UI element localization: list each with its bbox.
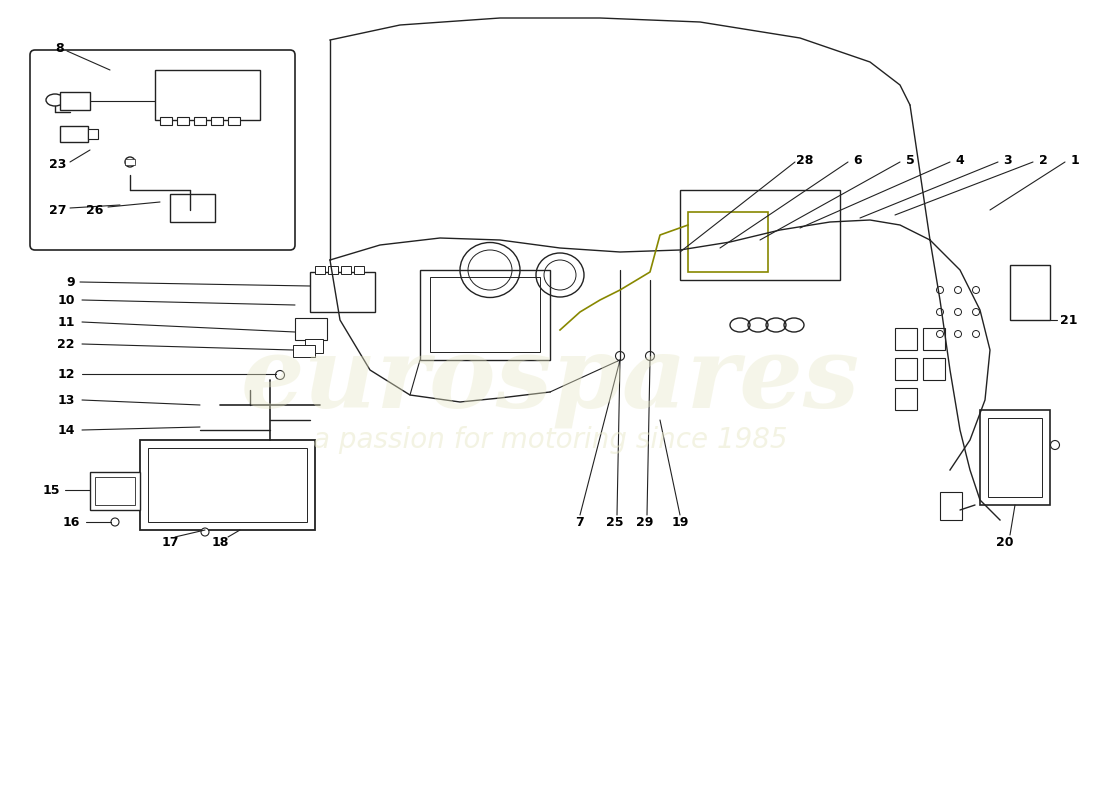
Bar [980, 410, 1050, 505]
Bar [95, 477, 135, 505]
Bar [420, 270, 550, 360]
Text: 25: 25 [606, 515, 624, 529]
Bar [895, 328, 917, 350]
Bar [940, 492, 962, 520]
Bar [88, 129, 98, 139]
Ellipse shape [275, 370, 285, 379]
Text: a passion for motoring since 1985: a passion for motoring since 1985 [312, 426, 788, 454]
Text: 22: 22 [57, 338, 75, 350]
Text: 2: 2 [1038, 154, 1047, 166]
Text: 9: 9 [66, 275, 75, 289]
Text: 27: 27 [50, 203, 67, 217]
Bar [155, 70, 260, 120]
Bar [988, 418, 1042, 497]
Bar [680, 190, 840, 280]
Bar [160, 117, 172, 125]
Text: 5: 5 [905, 154, 914, 166]
Text: eurospares: eurospares [241, 332, 859, 428]
Bar [895, 358, 917, 380]
Bar [140, 440, 315, 530]
Text: 20: 20 [997, 535, 1014, 549]
Bar [170, 194, 214, 222]
Text: 6: 6 [854, 154, 862, 166]
Text: 14: 14 [57, 423, 75, 437]
Bar [430, 277, 540, 352]
Ellipse shape [125, 157, 135, 167]
Bar [60, 92, 90, 110]
Bar [228, 117, 240, 125]
Bar [354, 266, 364, 274]
Ellipse shape [1050, 441, 1059, 450]
Bar [1010, 265, 1050, 320]
Bar [194, 117, 206, 125]
Bar [90, 472, 140, 510]
Ellipse shape [616, 351, 625, 361]
Text: 1: 1 [1070, 154, 1079, 166]
Text: 3: 3 [1003, 154, 1012, 166]
Text: 7: 7 [575, 515, 584, 529]
Bar [177, 117, 189, 125]
Bar [60, 126, 88, 142]
Text: 28: 28 [796, 154, 814, 166]
Ellipse shape [111, 518, 119, 526]
Bar [328, 266, 338, 274]
FancyBboxPatch shape [30, 50, 295, 250]
Text: 11: 11 [57, 315, 75, 329]
Bar [895, 388, 917, 410]
Bar [688, 212, 768, 272]
Bar [305, 339, 323, 353]
Text: 29: 29 [636, 515, 653, 529]
Bar [341, 266, 351, 274]
Text: 16: 16 [63, 515, 80, 529]
Text: 17: 17 [162, 535, 178, 549]
Bar [295, 318, 327, 340]
Bar [310, 272, 375, 312]
Text: 18: 18 [211, 535, 229, 549]
Text: 15: 15 [43, 483, 60, 497]
Bar [211, 117, 223, 125]
Ellipse shape [646, 351, 654, 361]
Ellipse shape [201, 528, 209, 536]
Bar [315, 266, 324, 274]
Text: 8: 8 [56, 42, 64, 54]
Ellipse shape [46, 94, 64, 106]
Bar [923, 358, 945, 380]
Text: 10: 10 [57, 294, 75, 306]
Text: 21: 21 [1060, 314, 1078, 326]
Text: 13: 13 [57, 394, 75, 406]
Text: 26: 26 [86, 203, 103, 217]
Bar [293, 345, 315, 357]
Bar [125, 159, 135, 165]
Bar [923, 328, 945, 350]
Text: 12: 12 [57, 367, 75, 381]
Text: 4: 4 [956, 154, 965, 166]
Text: 23: 23 [50, 158, 67, 171]
Text: 19: 19 [671, 515, 689, 529]
Bar [148, 448, 307, 522]
